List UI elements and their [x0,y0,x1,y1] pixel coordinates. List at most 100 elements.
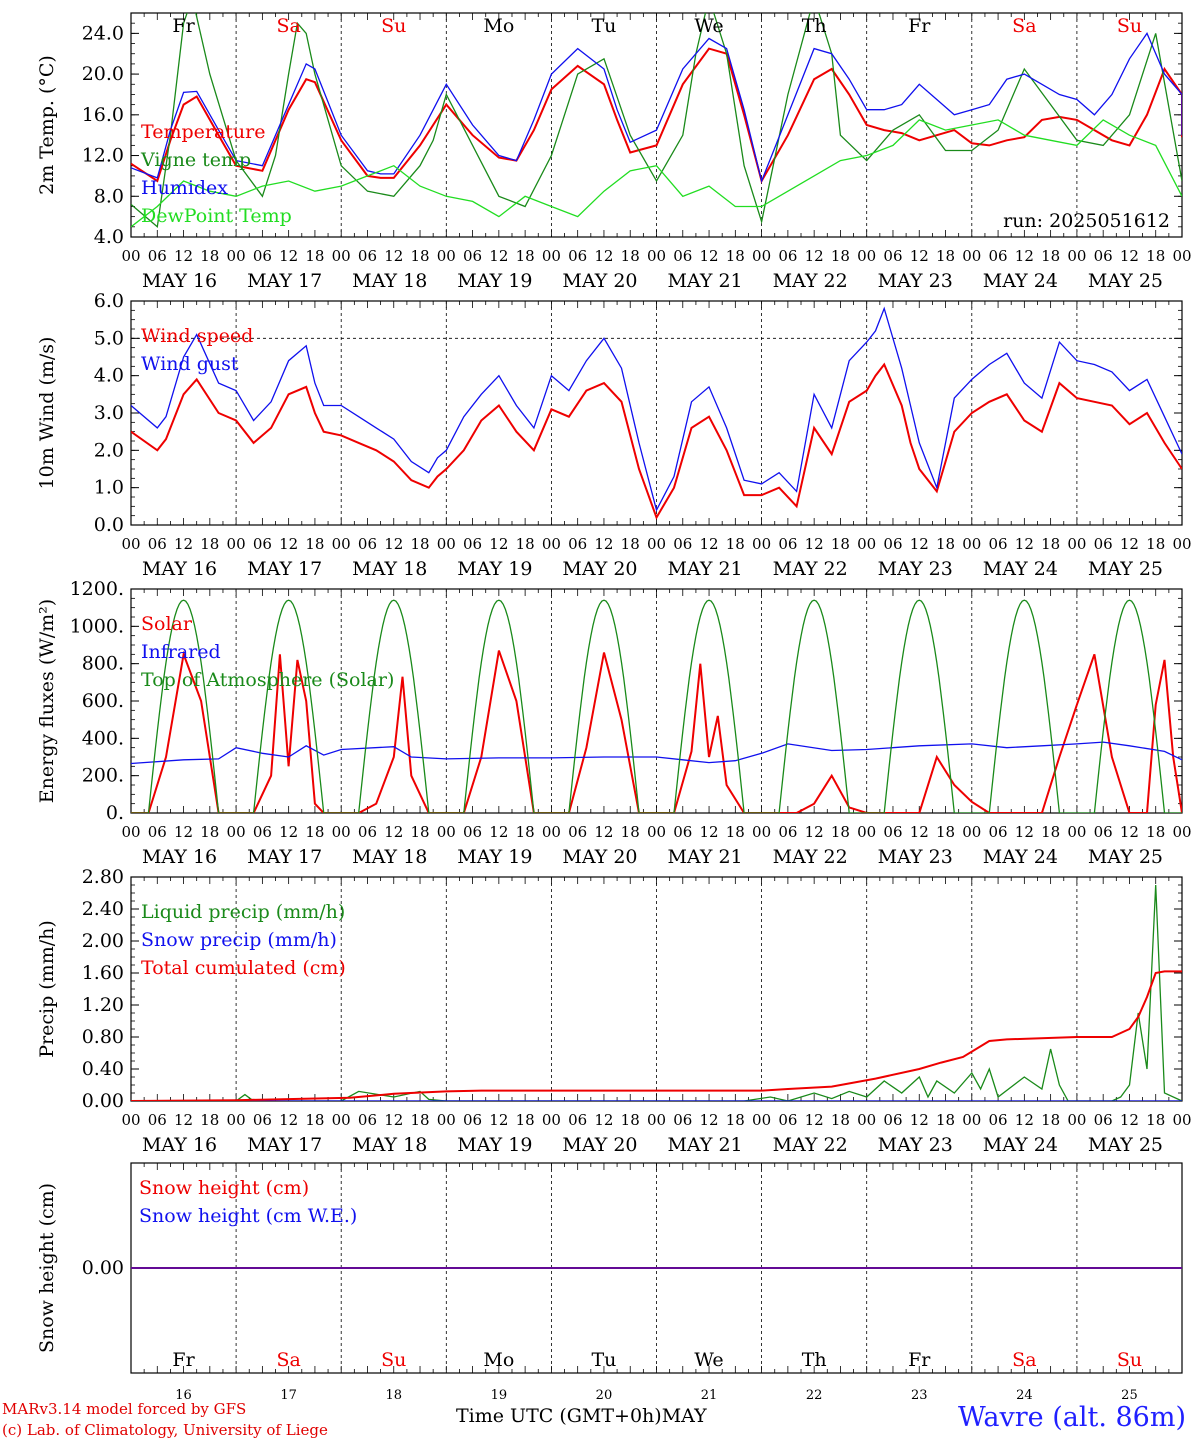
hour-label: 18 [305,247,324,265]
hour-label: 00 [1172,247,1191,265]
hour-label: 18 [200,1111,219,1129]
hour-label: 06 [778,247,797,265]
hour-label: 06 [148,1111,167,1129]
y-tick-label: 2.00 [82,930,124,952]
y-tick-label: 0.00 [82,1090,124,1112]
day-number: 20 [596,1388,613,1403]
hour-label: 18 [410,1111,429,1129]
hour-label: 18 [410,823,429,841]
hour-label: 18 [200,535,219,553]
weekday-label-bottom: Sa [1012,1349,1036,1371]
weekday-label: Th [802,15,827,37]
hour-label: 06 [673,823,692,841]
y-axis-title: 10m Wind (m/s) [36,337,58,490]
hour-label: 12 [1120,1111,1139,1129]
series-line [131,599,1182,813]
hour-label: 00 [227,535,246,553]
y-axis-title: 2m Temp. (°C) [36,55,58,195]
panel-frame [130,300,1183,526]
date-label: MAY 20 [562,1134,637,1156]
hour-label: 06 [358,823,377,841]
date-label: MAY 21 [667,558,742,580]
hour-label: 00 [227,247,246,265]
hour-label: 12 [700,535,719,553]
hour-label: 06 [148,247,167,265]
hour-label: 00 [1172,823,1191,841]
hour-label: 06 [358,535,377,553]
hour-label: 06 [1094,247,1113,265]
legend-entry: Temperature [141,121,265,143]
hour-label: 18 [1146,535,1165,553]
date-label: MAY 17 [247,1134,322,1156]
hour-label: 18 [831,247,850,265]
hour-label: 00 [647,823,666,841]
legend-entry: Snow height (cm) [139,1177,309,1199]
y-tick-label: 16.0 [82,104,124,126]
hour-label: 12 [279,535,298,553]
series-line [131,362,1182,520]
y-tick-label: 0. [106,802,124,824]
y-tick-label: 12.0 [82,145,124,167]
hour-label: 00 [437,1111,456,1129]
hour-label: 06 [463,247,482,265]
date-label: MAY 20 [562,270,637,292]
y-tick-label: 1.0 [94,477,124,499]
time-axis-label: Time UTC (GMT+0h)MAY [456,1405,707,1427]
date-label: MAY 18 [352,846,427,868]
weekday-label: Tu [591,15,616,37]
y-tick-label: 8.0 [94,185,124,207]
series-line [131,970,1182,1101]
hour-label: 06 [1094,535,1113,553]
hour-label: 12 [805,1111,824,1129]
date-label: MAY 22 [773,846,848,868]
hour-label: 18 [726,535,745,553]
legend-entry: Solar [141,613,193,635]
y-tick-label: 0.0 [94,514,124,536]
hour-label: 12 [174,247,193,265]
weekday-label: Su [1117,15,1142,37]
series-line [131,13,1182,229]
hour-label: 18 [1146,823,1165,841]
hour-label: 06 [358,247,377,265]
weekday-label-bottom: Tu [591,1349,616,1371]
hour-label: 06 [568,823,587,841]
time-axis-title: Time UTC (GMT+0h) [456,1405,662,1427]
hour-label: 12 [1120,823,1139,841]
date-label: MAY 24 [983,1134,1058,1156]
hour-label: 12 [489,1111,508,1129]
day-number: 21 [701,1388,718,1403]
weekday-label-bottom: Su [381,1349,406,1371]
hour-label: 18 [831,535,850,553]
hour-label: 18 [516,823,535,841]
date-label: MAY 25 [1088,846,1163,868]
y-tick-label: 5.0 [94,327,124,349]
hour-label: 00 [437,535,456,553]
legend-entry: Total cumulated (cm) [141,957,346,979]
weekday-label-bottom: Th [802,1349,827,1371]
hour-label: 18 [831,1111,850,1129]
y-tick-label: 600. [82,690,124,712]
hour-label: 06 [463,1111,482,1129]
station-name: Wavre (alt. 86m) [958,1402,1186,1433]
hour-label: 12 [594,247,613,265]
hour-label: 12 [174,1111,193,1129]
hour-label: 06 [358,1111,377,1129]
date-label: MAY 20 [562,846,637,868]
hour-label: 06 [989,1111,1008,1129]
date-label: MAY 23 [878,558,953,580]
hour-label: 06 [883,247,902,265]
hour-label: 18 [936,247,955,265]
hour-label: 12 [1015,247,1034,265]
date-label: MAY 25 [1088,270,1163,292]
hour-label: 00 [121,1111,140,1129]
legend-entry: Liquid precip (mm/h) [141,901,345,923]
hour-label: 18 [621,823,640,841]
hour-label: 18 [621,1111,640,1129]
hour-label: 12 [1015,1111,1034,1129]
hour-label: 18 [936,1111,955,1129]
date-label: MAY 21 [667,270,742,292]
hour-label: 06 [673,1111,692,1129]
hour-label: 12 [700,823,719,841]
hour-label: 00 [1067,823,1086,841]
legend-entry: Infrared [141,641,221,663]
